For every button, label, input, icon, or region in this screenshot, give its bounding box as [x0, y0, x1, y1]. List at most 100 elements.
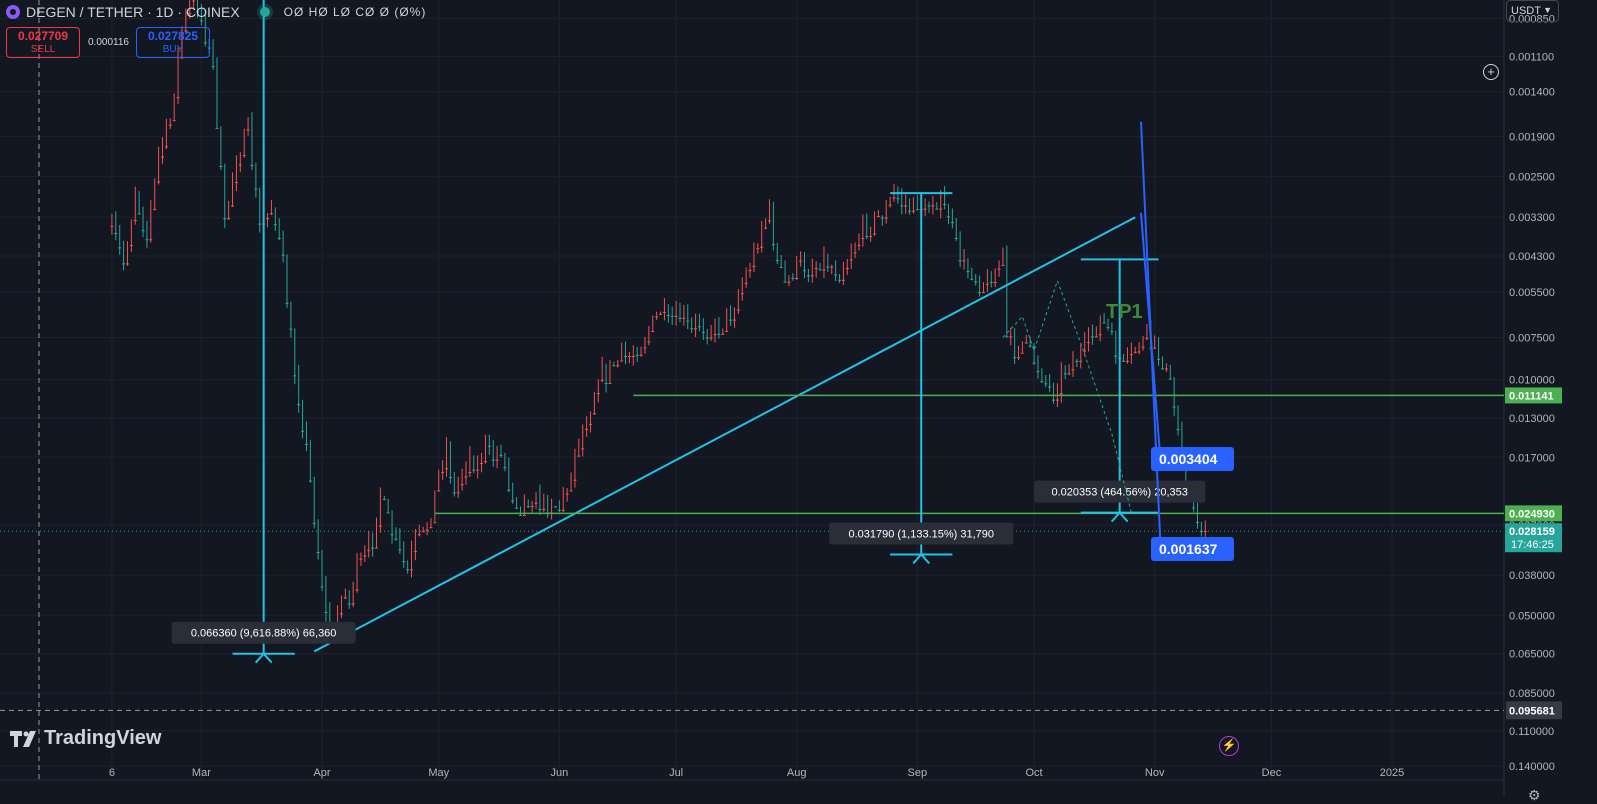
candle-body — [157, 181, 161, 183]
candle — [962, 249, 966, 270]
candle-body — [997, 268, 1001, 270]
candle-body — [647, 341, 651, 343]
currency-label: USDT — [1511, 5, 1541, 17]
candle-body — [320, 586, 324, 588]
level-price-box — [1505, 505, 1562, 522]
bar-countdown-label: 17:46:25 — [1511, 539, 1554, 551]
candle-body — [818, 269, 822, 271]
candle-body — [487, 445, 491, 447]
candle — [281, 230, 285, 263]
candle — [904, 194, 908, 214]
candle — [211, 39, 215, 71]
candle-body — [503, 467, 507, 469]
candle-body — [316, 552, 320, 554]
candle-body — [674, 315, 678, 317]
candle-body — [993, 282, 997, 284]
candle-body — [1028, 345, 1032, 347]
candle — [1199, 521, 1203, 537]
candle-body — [697, 326, 701, 328]
y-tick-label: 0.004300 — [1509, 251, 1555, 263]
candle — [386, 498, 390, 514]
candle-body — [406, 569, 410, 571]
candle — [880, 215, 884, 226]
candle-body — [682, 317, 686, 319]
candle-body — [1032, 362, 1036, 364]
level-price-box — [1505, 387, 1562, 404]
candle — [1110, 322, 1114, 336]
candle — [246, 117, 250, 136]
candle — [1141, 335, 1145, 351]
candle — [865, 213, 869, 240]
candle — [756, 243, 760, 254]
currency-selector[interactable]: USDT ▼ — [1506, 0, 1559, 22]
candle-body — [246, 129, 250, 131]
candle — [289, 301, 293, 338]
candle — [616, 359, 620, 368]
candle — [382, 496, 386, 501]
candle — [803, 252, 807, 279]
candle — [573, 448, 577, 488]
measure-label-box — [829, 522, 1014, 545]
candle — [849, 243, 853, 270]
candle-body — [266, 218, 270, 220]
candle — [238, 152, 242, 173]
candle-body — [1017, 357, 1021, 359]
candle — [367, 531, 371, 558]
candle — [635, 347, 639, 362]
candle-body — [269, 213, 273, 215]
candle — [565, 488, 569, 502]
candle — [760, 220, 764, 253]
candle — [203, 12, 207, 47]
x-tick-label: Jul — [669, 767, 683, 779]
candle-body — [861, 238, 865, 240]
sell-label: SELL — [30, 44, 56, 55]
candle — [445, 437, 449, 477]
candle-body — [635, 354, 639, 356]
candle-body — [118, 247, 122, 249]
candle — [324, 575, 328, 622]
candle — [974, 273, 978, 286]
candle-body — [285, 302, 289, 304]
candle — [896, 186, 900, 204]
candle — [542, 493, 546, 513]
candle — [783, 260, 787, 283]
candle — [795, 256, 799, 281]
candle — [441, 460, 445, 480]
candle — [192, 0, 196, 10]
chevron-down-icon: ▼ — [1543, 5, 1552, 15]
candle — [1001, 247, 1005, 266]
candle-body — [499, 454, 503, 456]
y-tick-label: 0.017000 — [1509, 452, 1555, 464]
lightning-icon[interactable]: ⚡ — [1219, 736, 1239, 756]
candle-body — [1153, 347, 1157, 349]
candle — [604, 363, 608, 393]
candle-body — [974, 281, 978, 283]
candle — [269, 199, 273, 216]
candle-body — [985, 283, 989, 285]
candle — [950, 208, 954, 229]
candle-body — [838, 279, 842, 281]
candle-body — [573, 479, 577, 481]
candle — [1176, 405, 1180, 436]
candle-body — [612, 365, 616, 367]
candle-body — [164, 146, 168, 148]
candle — [1153, 335, 1157, 349]
candle-body — [491, 459, 495, 461]
buy-button[interactable]: 0.027825 BUY — [136, 27, 210, 58]
candle-body — [596, 393, 600, 395]
candle — [845, 258, 849, 275]
add-alert-plus-icon[interactable]: + — [1483, 64, 1499, 80]
candle-body — [1098, 334, 1102, 336]
candle — [717, 317, 721, 339]
candle — [732, 307, 736, 328]
candle-body — [659, 313, 663, 315]
candle — [480, 452, 484, 473]
y-tick-label: 0.003300 — [1509, 212, 1555, 224]
candle — [639, 346, 643, 357]
candle — [266, 212, 270, 228]
candle-body — [526, 506, 530, 508]
symbol-title[interactable]: DEGEN / TETHER · 1D · COINEX — [26, 4, 240, 20]
candle — [374, 517, 378, 549]
sell-button[interactable]: 0.027709 SELL — [6, 27, 80, 58]
